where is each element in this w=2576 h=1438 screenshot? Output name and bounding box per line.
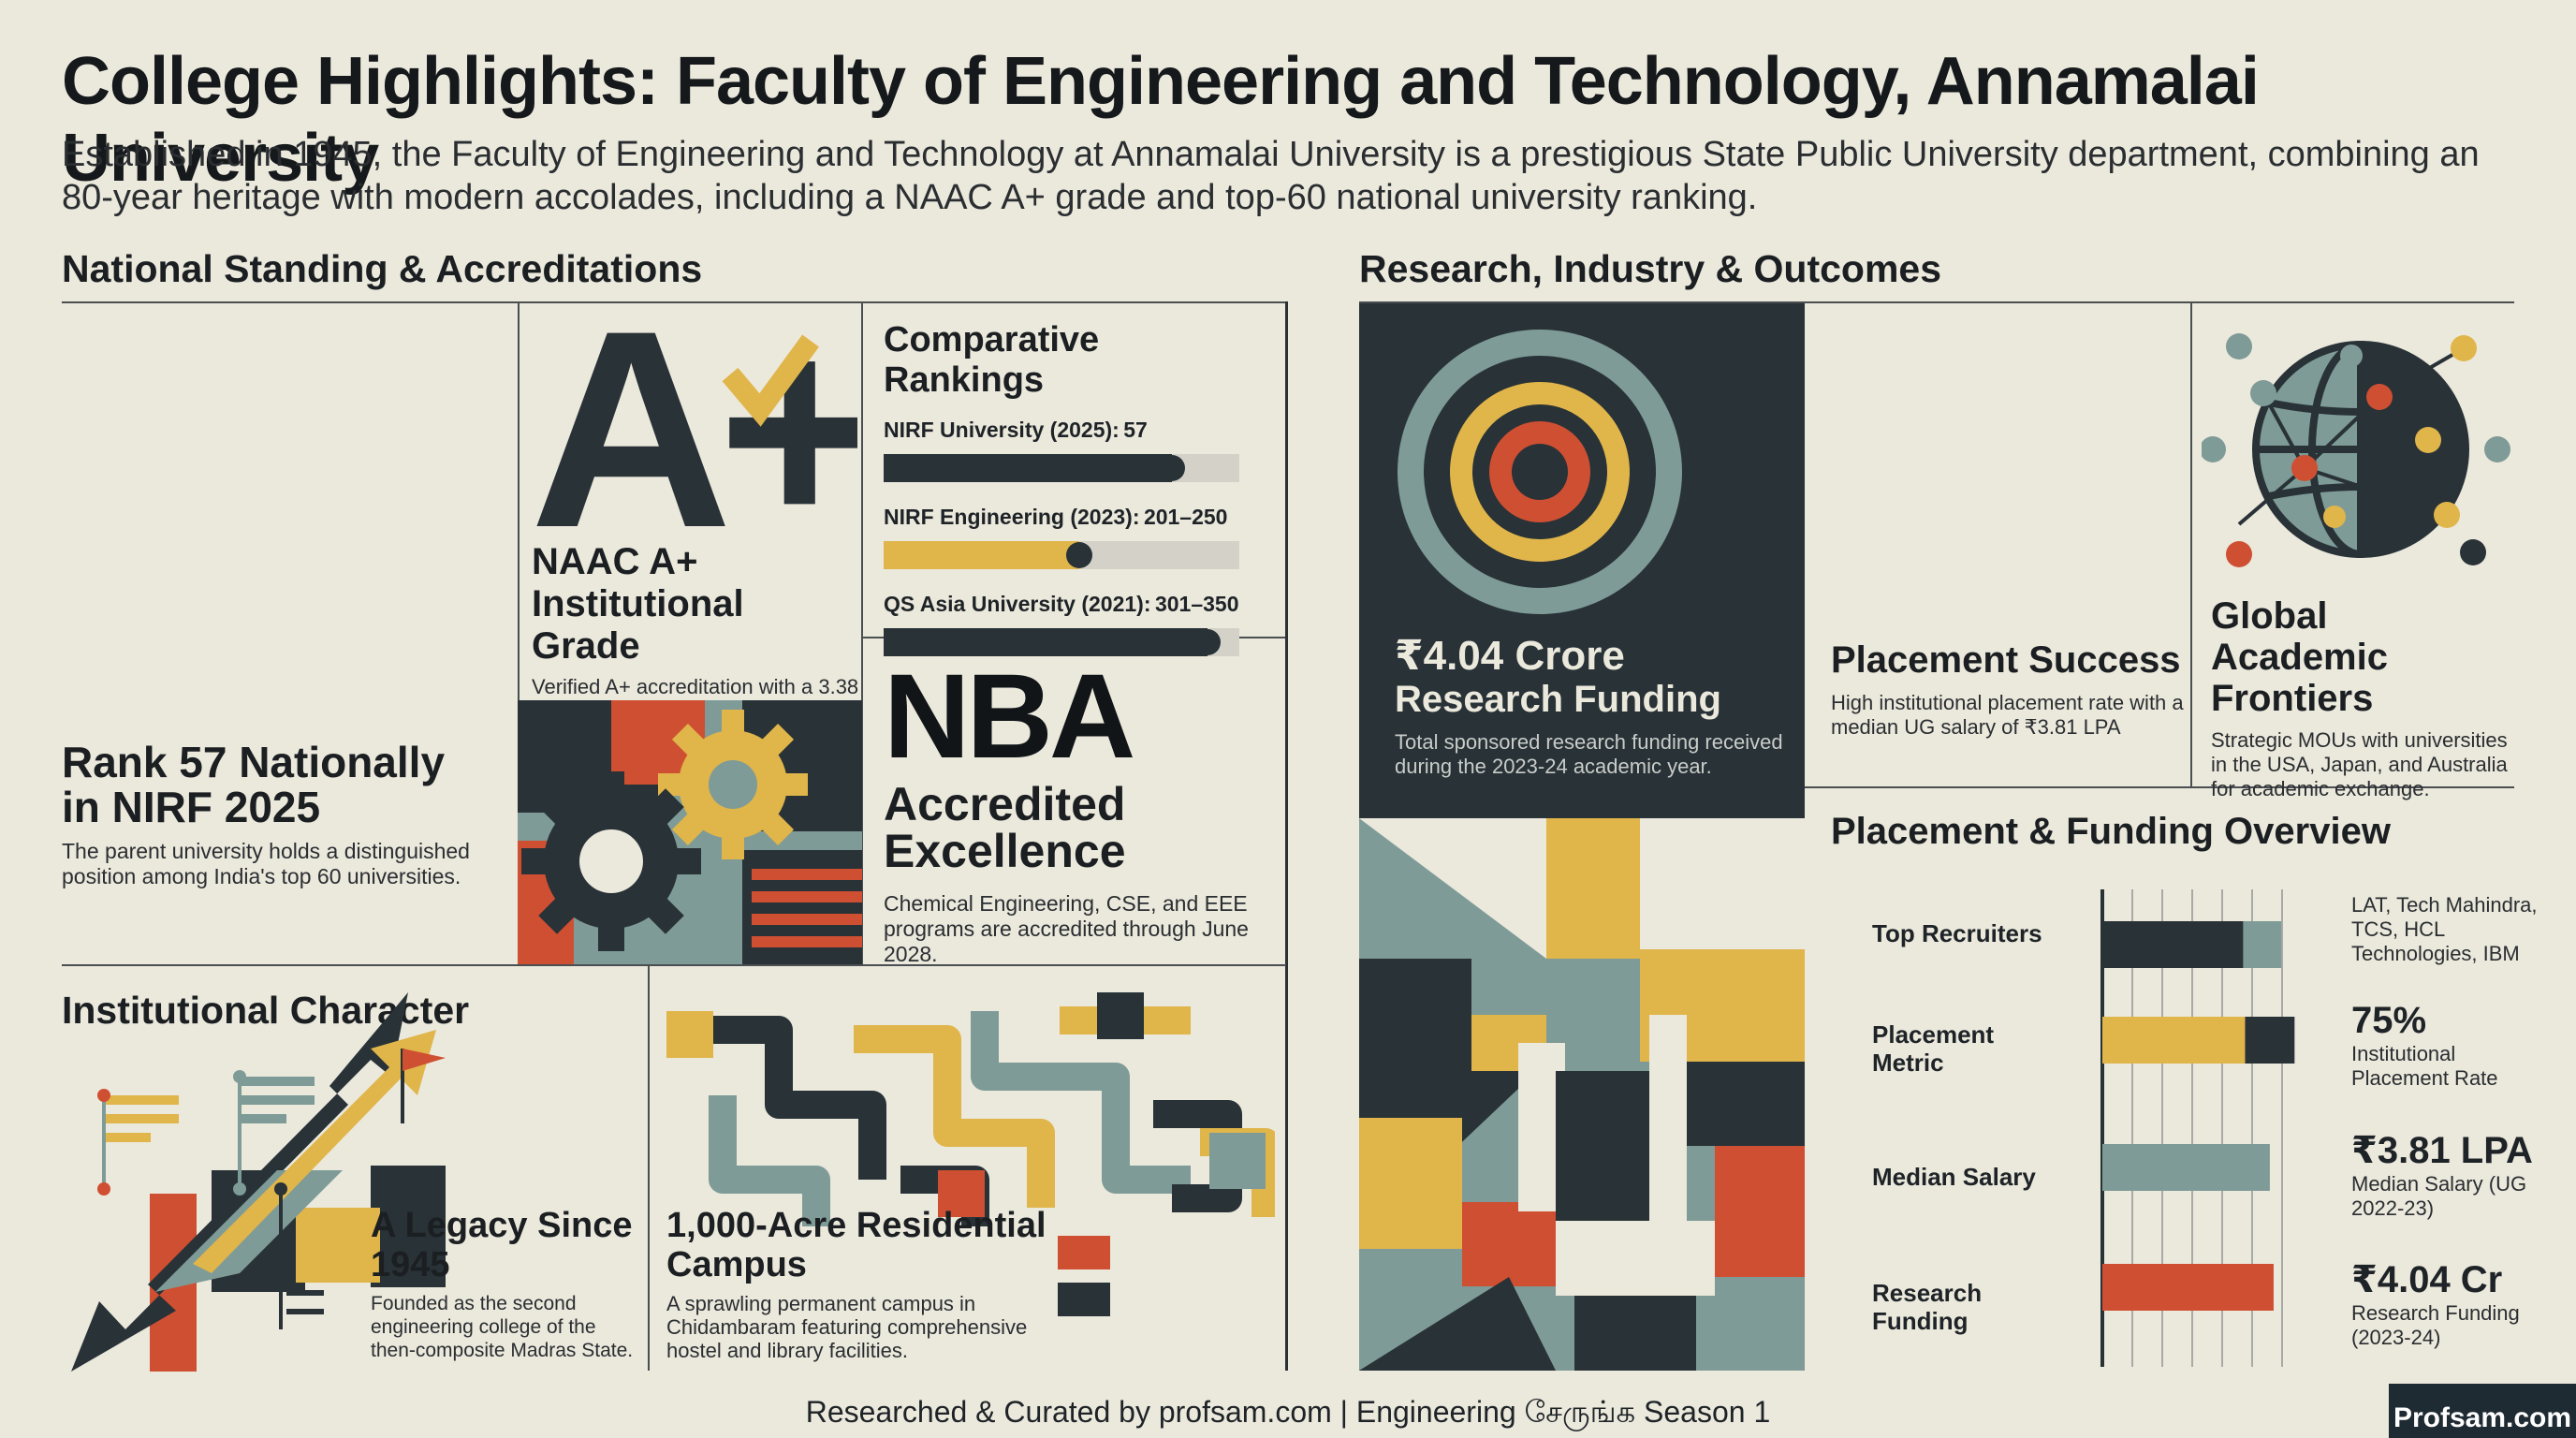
- ranking-value: 301–350: [1154, 592, 1239, 616]
- ranking-bar: [884, 628, 1239, 656]
- chart-annotation-value: ₹3.81 LPA: [2351, 1130, 2533, 1171]
- campus-card: 1,000-Acre Residential Campus A sprawlin…: [666, 1206, 1060, 1362]
- ranking-label: NIRF University (2025):: [884, 418, 1120, 442]
- divider: [1285, 301, 1288, 1371]
- ranking-value: 57: [1123, 418, 1148, 442]
- chart-annotation-value: 75%: [2351, 1000, 2427, 1041]
- ranking-bar-fill: [884, 454, 1172, 482]
- placement-card: Placement Success High institutional pla…: [1831, 638, 2187, 740]
- placement-description: High institutional placement rate with a…: [1831, 691, 2184, 739]
- naac-card: NAAC A+ Institutional Grade Verified A+ …: [532, 541, 859, 724]
- campus-heading: 1,000-Acre Residential Campus: [666, 1206, 1046, 1284]
- divider: [518, 301, 520, 966]
- chart-annotation-note: Institutional Placement Rate: [2351, 1042, 2498, 1090]
- chart-annotation-note: LAT, Tech Mahindra, TCS, HCL Technologie…: [2351, 893, 2538, 965]
- rankings-card: Comparative Rankings NIRF University (20…: [884, 320, 1258, 656]
- naac-heading: NAAC A+ Institutional Grade: [532, 541, 744, 667]
- chart-bar-segment: [2102, 921, 2244, 968]
- ranking-bar: [884, 454, 1239, 482]
- chart-annotation: ₹4.04 Cr Research Funding (2023-24): [2351, 1258, 2539, 1350]
- funding-amount: ₹4.04 Crore: [1395, 633, 1625, 679]
- chart-annotation: ₹3.81 LPA Median Salary (UG 2022-23): [2351, 1129, 2539, 1221]
- ranking-item: QS Asia University (2021): 301–350: [884, 592, 1258, 656]
- funding-description: Total sponsored research funding receive…: [1395, 730, 1783, 778]
- campus-map-icon: [666, 992, 1280, 1236]
- ranking-label: NIRF Engineering (2023):: [884, 505, 1140, 529]
- campus-description: A sprawling permanent campus in Chidamba…: [666, 1292, 1028, 1362]
- legacy-description: Founded as the second engineering colleg…: [371, 1293, 634, 1361]
- chart-category-label: Median Salary: [1872, 1163, 2036, 1191]
- legacy-card: A Legacy Since 1945 Founded as the secon…: [371, 1206, 644, 1362]
- growth-arrow-icon: [62, 992, 642, 1376]
- chart-category-label: Research Funding: [1872, 1279, 1983, 1335]
- global-heading: Global Academic Frontiers: [2211, 595, 2388, 719]
- funding-card: ₹4.04 Crore Research Funding Total spons…: [1395, 635, 1797, 779]
- page-title: College Highlights: Faculty of Engineeri…: [62, 44, 2260, 196]
- divider: [861, 301, 863, 966]
- funding-heading: Research Funding: [1395, 679, 1721, 720]
- chart-bar-segment: [2245, 1017, 2295, 1064]
- rank-card: Rank 57 Nationally in NIRF 2025 The pare…: [62, 740, 492, 889]
- placement-heading: Placement Success: [1831, 639, 2181, 681]
- globe-network-icon: [2200, 318, 2510, 580]
- legacy-heading: A Legacy Since 1945: [371, 1206, 633, 1284]
- ranking-bar-marker: [1158, 455, 1185, 481]
- overview-chart: [1831, 880, 2514, 1376]
- chart-annotation-note: Median Salary (UG 2022-23): [2351, 1172, 2527, 1220]
- rank-description: The parent university holds a distinguis…: [62, 839, 470, 888]
- check-icon: [722, 334, 819, 427]
- nba-heading: Accredited Excellence: [884, 778, 1126, 877]
- ranking-item: NIRF University (2025): 57: [884, 418, 1258, 482]
- decorative-blocks: [1058, 1236, 1110, 1329]
- profsam-logo-link[interactable]: Profsam.com: [2389, 1384, 2576, 1438]
- rank-heading: Rank 57 Nationally in NIRF 2025: [62, 738, 446, 831]
- divider: [648, 964, 650, 1371]
- chart-annotation-value: ₹4.04 Cr: [2351, 1259, 2503, 1300]
- section-title-national: National Standing & Accreditations: [62, 247, 703, 290]
- ranking-item: NIRF Engineering (2023): 201–250: [884, 505, 1258, 569]
- gears-icon: [518, 700, 862, 964]
- global-card: Global Academic Frontiers Strategic MOUs…: [2211, 595, 2510, 801]
- ranking-value: 201–250: [1143, 505, 1228, 529]
- chart-annotation-note: Research Funding (2023-24): [2351, 1301, 2520, 1349]
- nba-glyph: NBA: [884, 650, 1135, 784]
- chart-category-label: Top Recruiters: [1872, 919, 2042, 947]
- divider: [1805, 786, 2514, 788]
- divider: [1359, 301, 2514, 303]
- chart-category-label: Placement Metric: [1872, 1020, 1995, 1077]
- divider: [2190, 301, 2192, 786]
- page-subtitle: Established in 1945, the Faculty of Engi…: [62, 135, 2480, 217]
- naac-grade-icon: A+: [530, 271, 886, 586]
- funding-panel: [1359, 303, 1805, 1371]
- nba-card: NBA Accredited Excellence Chemical Engin…: [884, 650, 1277, 967]
- ranking-bar-marker: [1193, 629, 1221, 655]
- chart-title: Placement & Funding Overview: [1831, 811, 2391, 852]
- nba-description: Chemical Engineering, CSE, and EEE progr…: [884, 891, 1249, 966]
- chart-bar-segment: [2102, 1264, 2274, 1311]
- chart-bar-segment: [2102, 1017, 2246, 1064]
- chart-bar-segment: [2243, 921, 2282, 968]
- chart-annotation: 75% Institutional Placement Rate: [2351, 1000, 2539, 1091]
- ranking-bar-fill: [884, 541, 1079, 569]
- ranking-bar-fill: [884, 628, 1208, 656]
- divider: [62, 964, 1286, 966]
- overview-chart-svg: [2100, 889, 2295, 1367]
- ranking-bar: [884, 541, 1239, 569]
- global-description: Strategic MOUs with universities in the …: [2211, 728, 2508, 800]
- footer-credit: Researched & Curated by profsam.com | En…: [805, 1395, 1771, 1429]
- section-title-research: Research, Industry & Outcomes: [1359, 247, 1942, 290]
- rankings-heading: Comparative Rankings: [884, 320, 1100, 400]
- chart-bar-segment: [2102, 1144, 2270, 1191]
- divider: [62, 301, 1286, 303]
- ranking-label: QS Asia University (2021):: [884, 592, 1151, 616]
- ranking-bar-marker: [1066, 542, 1092, 568]
